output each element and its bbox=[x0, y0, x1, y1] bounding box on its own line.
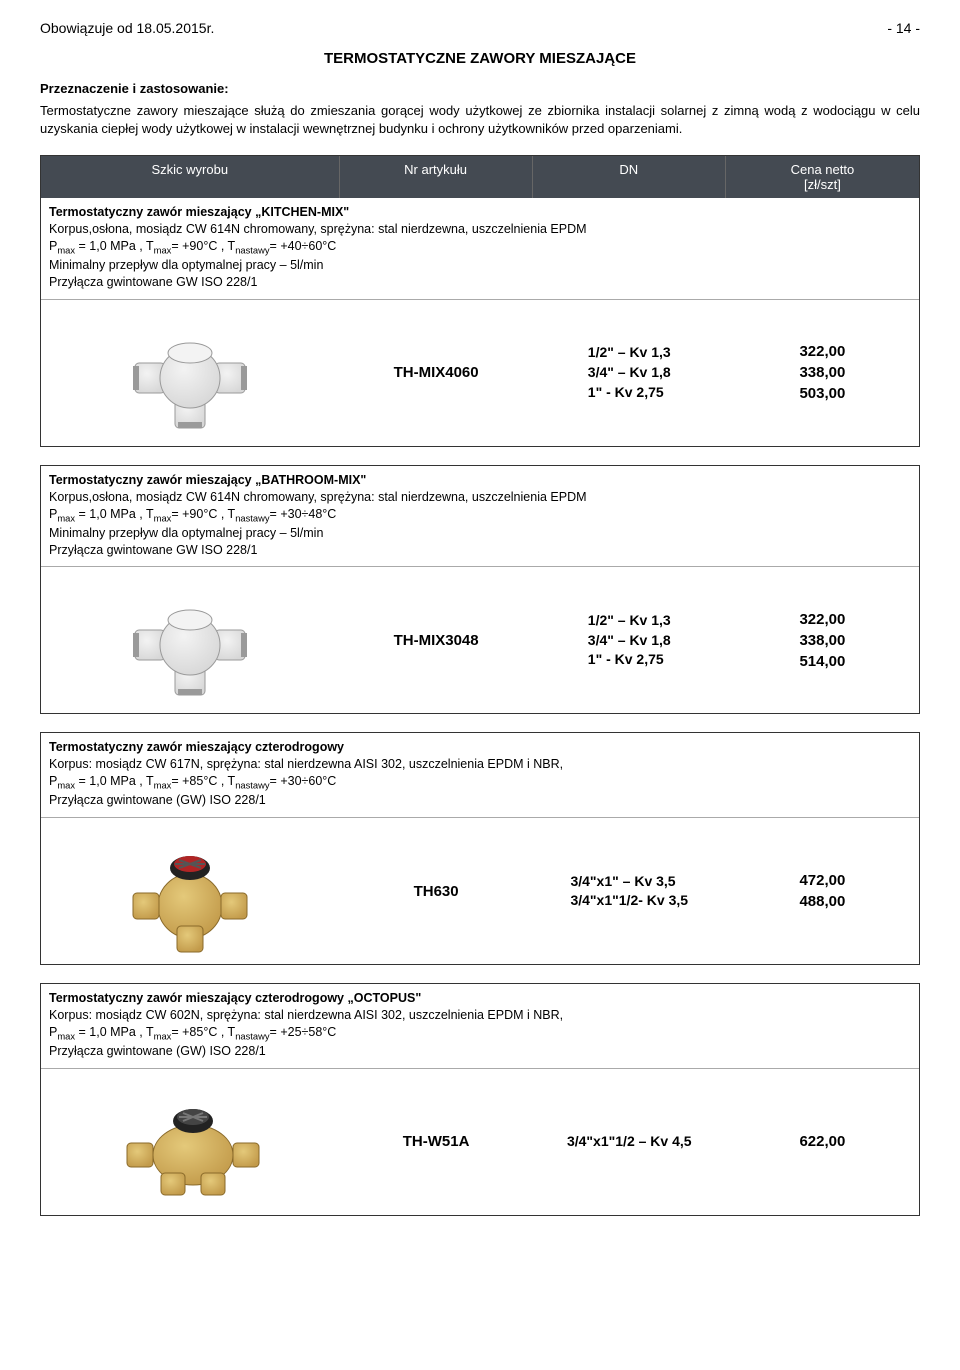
article-number: TH-MIX4060 bbox=[340, 300, 533, 446]
product-title: Termostatyczny zawór mieszający „BATHROO… bbox=[49, 473, 366, 487]
price-values: 322,00 338,00 514,00 bbox=[726, 567, 919, 713]
page-title: TERMOSTATYCZNE ZAWORY MIESZAJĄCE bbox=[40, 50, 920, 67]
product-image bbox=[41, 818, 340, 964]
price-values: 622,00 bbox=[726, 1069, 919, 1215]
dn-values: 1/2" – Kv 1,3 3/4" – Kv 1,8 1" - Kv 2,75 bbox=[533, 300, 726, 446]
price-values: 472,00 488,00 bbox=[726, 818, 919, 964]
dn-values: 3/4"x1" – Kv 3,5 3/4"x1"1/2- Kv 3,5 bbox=[533, 818, 726, 964]
table-header: Szkic wyrobu Nr artykułu DN Cena netto[z… bbox=[41, 156, 919, 198]
product-data-row: TH-W51A 3/4"x1"1/2 – Kv 4,5 622,00 bbox=[41, 1068, 919, 1215]
product-section: Termostatyczny zawór mieszający „BATHROO… bbox=[40, 465, 920, 715]
col-price: Cena netto[zł/szt] bbox=[726, 156, 919, 198]
product-image bbox=[41, 300, 340, 446]
product-section: Termostatyczny zawór mieszający czterodr… bbox=[40, 732, 920, 965]
dn-values: 3/4"x1"1/2 – Kv 4,5 bbox=[533, 1069, 726, 1215]
product-data-row: TH-MIX4060 1/2" – Kv 1,3 3/4" – Kv 1,8 1… bbox=[41, 299, 919, 446]
product-description: Termostatyczny zawór mieszający „KITCHEN… bbox=[41, 198, 919, 299]
intro-text: Termostatyczne zawory mieszające służą d… bbox=[40, 102, 920, 137]
product-title: Termostatyczny zawór mieszający czterodr… bbox=[49, 991, 421, 1005]
product-data-row: TH630 3/4"x1" – Kv 3,5 3/4"x1"1/2- Kv 3,… bbox=[41, 817, 919, 964]
article-number: TH-MIX3048 bbox=[340, 567, 533, 713]
product-description: Termostatyczny zawór mieszający „BATHROO… bbox=[41, 466, 919, 567]
dn-values: 1/2" – Kv 1,3 3/4" – Kv 1,8 1" - Kv 2,75 bbox=[533, 567, 726, 713]
product-section: Termostatyczny zawór mieszający czterodr… bbox=[40, 983, 920, 1216]
col-sketch: Szkic wyrobu bbox=[41, 156, 340, 198]
intro-label: Przeznaczenie i zastosowanie: bbox=[40, 81, 229, 96]
product-section: Szkic wyrobu Nr artykułu DN Cena netto[z… bbox=[40, 155, 920, 447]
product-description: Termostatyczny zawór mieszający czterodr… bbox=[41, 984, 919, 1068]
col-article: Nr artykułu bbox=[340, 156, 533, 198]
article-number: TH-W51A bbox=[340, 1069, 533, 1215]
col-dn: DN bbox=[533, 156, 726, 198]
page-number: - 14 - bbox=[887, 20, 920, 36]
article-number: TH630 bbox=[340, 818, 533, 964]
product-image bbox=[41, 567, 340, 713]
product-title: Termostatyczny zawór mieszający czterodr… bbox=[49, 740, 344, 754]
product-description: Termostatyczny zawór mieszający czterodr… bbox=[41, 733, 919, 817]
effective-date: Obowiązuje od 18.05.2015r. bbox=[40, 20, 214, 36]
price-values: 322,00 338,00 503,00 bbox=[726, 300, 919, 446]
product-image bbox=[41, 1069, 340, 1215]
product-data-row: TH-MIX3048 1/2" – Kv 1,3 3/4" – Kv 1,8 1… bbox=[41, 566, 919, 713]
product-title: Termostatyczny zawór mieszający „KITCHEN… bbox=[49, 205, 349, 219]
